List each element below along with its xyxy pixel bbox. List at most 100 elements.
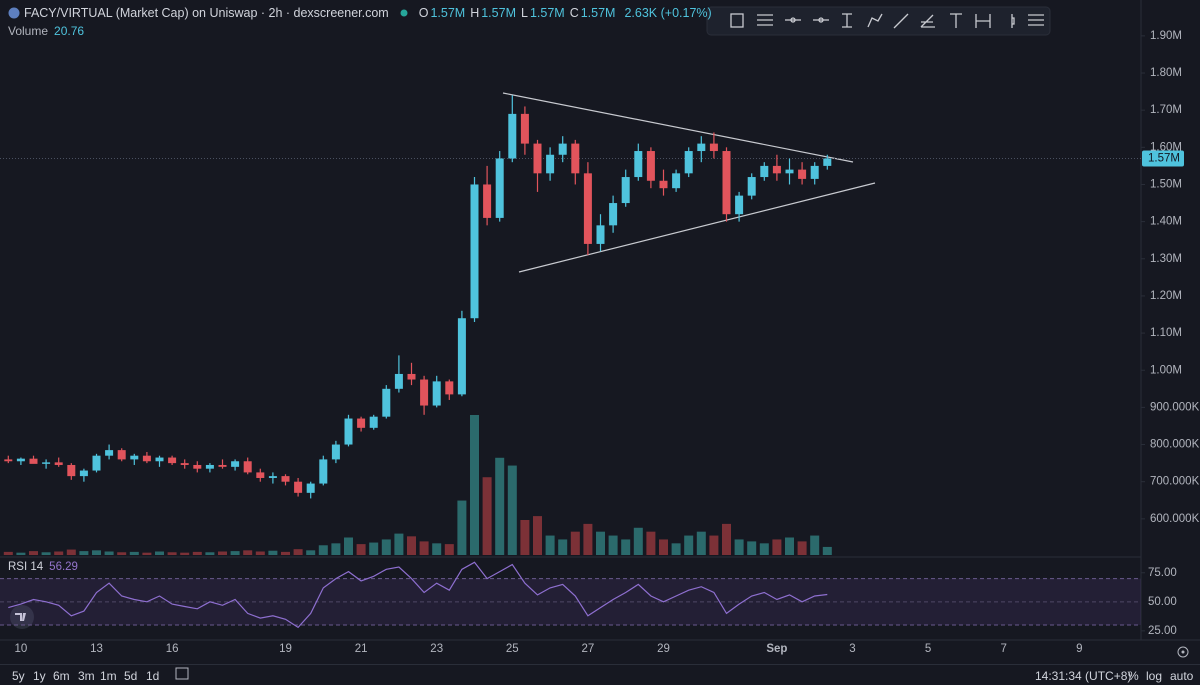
- volume-bar: [117, 552, 127, 555]
- measure-tool[interactable]: [842, 13, 852, 28]
- y-tick-label: 1.20M: [1150, 290, 1182, 302]
- path-tool[interactable]: [867, 13, 883, 28]
- trendline[interactable]: [518, 182, 876, 273]
- volume-bar: [533, 516, 542, 555]
- volume-bar: [3, 551, 13, 555]
- candle-body: [306, 483, 315, 493]
- candle-body: [483, 184, 492, 218]
- volume-bar: [394, 533, 404, 555]
- axis-option[interactable]: %: [1128, 669, 1139, 683]
- range-button[interactable]: 1y: [33, 669, 46, 683]
- volume-bar: [255, 551, 265, 555]
- range-button[interactable]: 6m: [53, 669, 70, 683]
- candle-body: [4, 459, 13, 462]
- ray-tool-dot: [818, 17, 824, 23]
- volume-bar: [558, 539, 568, 555]
- ohlc: O 1.57M H 1.57M L 1.57M C 1.57M: [419, 6, 621, 20]
- volume-bar: [545, 535, 555, 555]
- candle-body: [520, 113, 529, 144]
- last-price-label: 1.57M: [1148, 152, 1180, 164]
- y-tick-label: 1.60M: [1150, 141, 1182, 153]
- rsi-tick-label: 25.00: [1148, 625, 1177, 637]
- candle-body: [42, 462, 51, 464]
- candle-body: [772, 165, 781, 174]
- candle-body: [205, 464, 214, 469]
- candle-body: [457, 318, 466, 395]
- candle-body: [810, 165, 819, 179]
- candle-body: [168, 457, 177, 464]
- candle-body: [79, 470, 88, 477]
- volume-bar: [41, 552, 51, 555]
- hline-tool-dot: [790, 17, 796, 23]
- ohlc-value: 1.57M: [481, 6, 516, 20]
- ohlc-key: C: [569, 6, 579, 20]
- axis-option[interactable]: auto: [1170, 669, 1194, 683]
- legend-header: FACY/VIRTUAL (Market Cap) on Uniswap · 2…: [8, 6, 714, 20]
- ohlc-key: L: [520, 6, 528, 20]
- x-tick-label: 29: [657, 643, 670, 655]
- x-tick-label: 16: [166, 643, 179, 655]
- volume-bar: [407, 536, 416, 555]
- bottom-toolbar: 5y 1y 6m 3m 1m 5d 1d 14:31:34 (UTC+8)% log auto: [0, 664, 1200, 685]
- candle-body: [117, 450, 126, 460]
- candle-body: [105, 450, 114, 456]
- volume-bar: [243, 550, 253, 555]
- candle-body: [546, 154, 555, 174]
- y-tick-label: 800.000K: [1150, 439, 1200, 451]
- y-tick-label: 1.10M: [1150, 327, 1182, 339]
- candle-body: [596, 225, 605, 244]
- candle-body: [344, 418, 353, 445]
- fan-tool[interactable]: [920, 14, 935, 28]
- text-tool[interactable]: [950, 13, 962, 28]
- calendar-icon[interactable]: [175, 667, 189, 680]
- candle-body: [382, 388, 391, 417]
- volume-bar: [722, 523, 731, 555]
- volume-bar: [268, 550, 278, 555]
- axis-option[interactable]: log: [1146, 669, 1163, 683]
- candle-body: [432, 381, 441, 406]
- candle-body: [634, 151, 643, 178]
- x-tick-label: 23: [430, 643, 443, 655]
- volume-bar: [684, 535, 694, 555]
- candle-body: [319, 459, 328, 484]
- range-button[interactable]: 1m: [100, 669, 117, 683]
- volume-bar: [457, 500, 467, 555]
- x-tick-label: 27: [582, 643, 595, 655]
- ohlc-value: 1.57M: [529, 6, 565, 20]
- range-button[interactable]: 5d: [124, 669, 138, 683]
- volume-bar: [167, 552, 177, 555]
- candle-body: [709, 143, 718, 152]
- candle-body: [583, 173, 592, 244]
- volume-bar: [432, 543, 442, 555]
- settings-icon[interactable]: [1177, 646, 1189, 658]
- volume-bar: [444, 544, 454, 555]
- volume-bar: [419, 541, 429, 555]
- settings-tool[interactable]: [1028, 14, 1044, 26]
- change: 2.63K (+0.17%): [624, 6, 712, 20]
- volume-bar: [633, 527, 643, 555]
- volume-bar: [155, 551, 164, 555]
- ohlc-value: 1.57M: [580, 6, 616, 20]
- range-button[interactable]: 1d: [146, 669, 160, 683]
- trend-tool[interactable]: [893, 13, 909, 29]
- volume-bar: [356, 544, 366, 555]
- x-tick-label: 5: [925, 643, 931, 655]
- volume-bar: [495, 457, 505, 555]
- candle-body: [130, 455, 139, 460]
- trendline[interactable]: [502, 92, 854, 163]
- volume-bar: [381, 539, 391, 555]
- volume-bar: [659, 539, 668, 555]
- candle-tool[interactable]: [1011, 14, 1015, 28]
- candle-body: [155, 457, 164, 462]
- candle-body: [684, 151, 693, 174]
- fib-tool[interactable]: [757, 14, 773, 26]
- x-tick-label: 3: [849, 643, 855, 655]
- ohlc-key: H: [470, 6, 480, 20]
- range-tool[interactable]: [975, 14, 991, 28]
- volume-bar: [293, 549, 303, 555]
- candle-body: [495, 158, 504, 218]
- volume-bar: [570, 531, 580, 555]
- range-button[interactable]: 5y: [12, 669, 25, 683]
- rect-tool[interactable]: [730, 13, 744, 28]
- range-button[interactable]: 3m: [78, 669, 95, 683]
